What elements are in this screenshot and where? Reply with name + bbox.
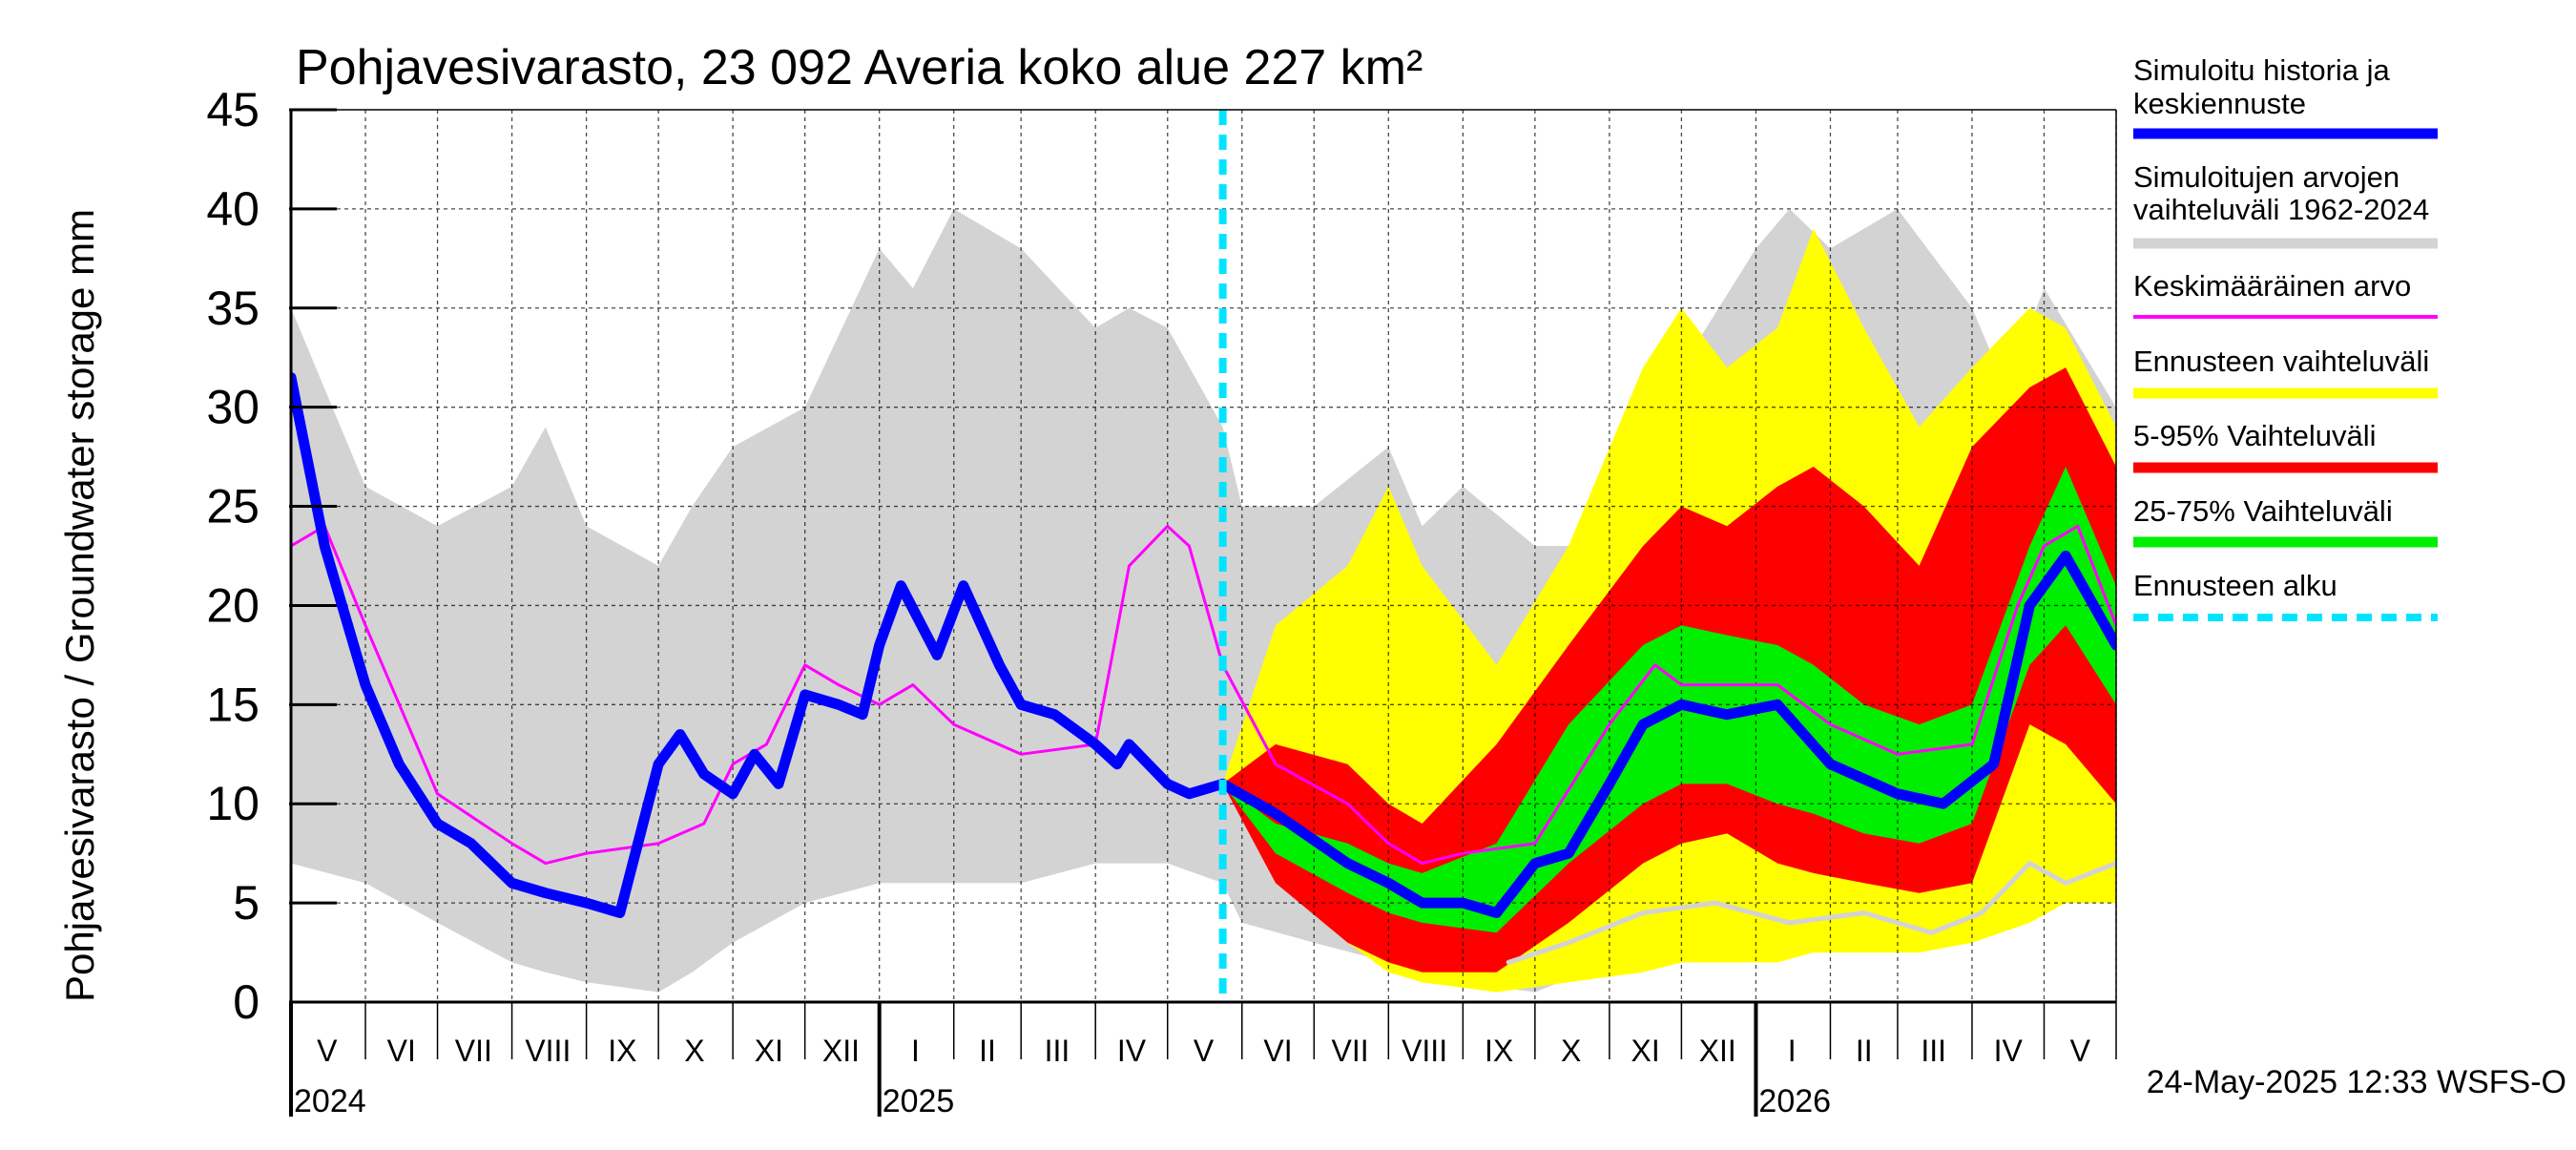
legend-label: keskiennuste bbox=[2133, 87, 2306, 120]
x-year-label: 2024 bbox=[294, 1083, 366, 1119]
legend-label: Simuloitujen arvojen bbox=[2133, 160, 2399, 194]
legend-label: 25-75% Vaihteluväli bbox=[2133, 494, 2393, 528]
y-tick-label: 35 bbox=[206, 282, 260, 335]
legend-item-mean: Keskimääräinen arvo bbox=[2133, 269, 2438, 319]
x-month-label: IV bbox=[1117, 1034, 1147, 1068]
x-month-label: IX bbox=[1485, 1034, 1513, 1068]
y-tick-label: 30 bbox=[206, 381, 260, 434]
x-month-label: IV bbox=[1994, 1034, 2024, 1068]
x-month-label: XI bbox=[755, 1034, 783, 1068]
x-month-label: V bbox=[2070, 1034, 2091, 1068]
x-month-label: III bbox=[1045, 1034, 1070, 1068]
legend-label: vaihteluväli 1962-2024 bbox=[2133, 193, 2429, 226]
y-axis-label: Pohjavesivarasto / Groundwater storage m… bbox=[57, 209, 102, 1002]
y-tick-label: 45 bbox=[206, 83, 260, 136]
x-month-label: XII bbox=[1699, 1034, 1736, 1068]
x-month-label: VII bbox=[1331, 1034, 1368, 1068]
legend-label: Ennusteen vaihteluväli bbox=[2133, 345, 2429, 378]
y-tick-label: 5 bbox=[233, 876, 260, 930]
x-month-label: V bbox=[1194, 1034, 1215, 1068]
x-month-label: II bbox=[979, 1034, 996, 1068]
legend-item-fc_25_75: 25-75% Vaihteluväli bbox=[2133, 494, 2438, 548]
x-year-label: 2025 bbox=[883, 1083, 955, 1119]
x-year-label: 2026 bbox=[1758, 1083, 1831, 1119]
legend-item-fc_start: Ennusteen alku bbox=[2133, 569, 2438, 621]
x-month-label: II bbox=[1856, 1034, 1873, 1068]
y-tick-label: 40 bbox=[206, 182, 260, 236]
x-month-label: V bbox=[317, 1034, 338, 1068]
x-month-label: VI bbox=[1263, 1034, 1292, 1068]
x-month-label: XII bbox=[822, 1034, 860, 1068]
legend-label: Ennusteen alku bbox=[2133, 569, 2337, 602]
series-3-band bbox=[1222, 467, 2116, 933]
timestamp: 24-May-2025 12:33 WSFS-O bbox=[2147, 1064, 2566, 1100]
legend-item-fc_5_95: 5-95% Vaihteluväli bbox=[2133, 419, 2438, 473]
y-tick-label: 15 bbox=[206, 678, 260, 731]
legend-label: Keskimääräinen arvo bbox=[2133, 269, 2411, 303]
x-month-label: IX bbox=[608, 1034, 636, 1068]
series-4-line bbox=[1506, 861, 2116, 965]
x-month-label: X bbox=[684, 1034, 704, 1068]
x-month-label: VIII bbox=[1402, 1034, 1447, 1068]
y-tick-label: 0 bbox=[233, 975, 260, 1029]
x-month-label: I bbox=[911, 1034, 920, 1068]
chart-title: Pohjavesivarasto, 23 092 Averia koko alu… bbox=[296, 40, 1423, 95]
legend-label: 5-95% Vaihteluväli bbox=[2133, 419, 2376, 452]
x-month-label: VIII bbox=[525, 1034, 571, 1068]
x-month-label: XI bbox=[1631, 1034, 1660, 1068]
x-month-label: III bbox=[1921, 1034, 1946, 1068]
series-5-line bbox=[291, 524, 2116, 866]
legend-item-fc_range: Ennusteen vaihteluväli bbox=[2133, 345, 2438, 399]
series-6-line bbox=[291, 372, 2116, 918]
legend-label: Simuloitu historia ja bbox=[2133, 53, 2391, 87]
x-month-label: VI bbox=[387, 1034, 416, 1068]
x-month-label: I bbox=[1788, 1034, 1797, 1068]
y-tick-label: 25 bbox=[206, 480, 260, 533]
y-tick-label: 10 bbox=[206, 777, 260, 830]
y-tick-label: 20 bbox=[206, 578, 260, 632]
x-month-label: X bbox=[1561, 1034, 1581, 1068]
x-month-label: VII bbox=[455, 1034, 492, 1068]
